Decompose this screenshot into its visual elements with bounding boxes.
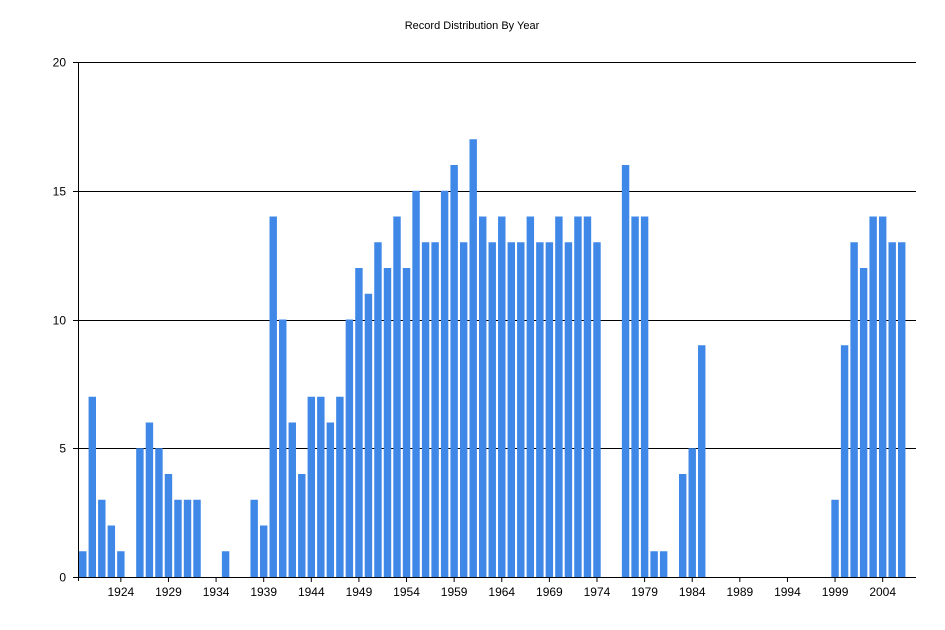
- x-tick-label: 1929: [155, 585, 182, 599]
- x-tick-label: 1954: [393, 585, 420, 599]
- bar: [431, 242, 439, 577]
- bar: [250, 499, 258, 577]
- bar: [640, 216, 649, 577]
- bar: [336, 396, 344, 577]
- bar: [469, 139, 477, 577]
- bar: [269, 216, 277, 577]
- bar: [79, 551, 87, 577]
- bar: [412, 190, 420, 577]
- bar: [831, 499, 839, 577]
- chart-title: Record Distribution By Year: [405, 20, 540, 32]
- bar: [888, 242, 896, 577]
- x-tick-label: 1984: [679, 585, 706, 599]
- bar: [326, 422, 335, 577]
- y-tick-label: 5: [59, 442, 66, 456]
- bar: [583, 216, 592, 577]
- bar: [298, 474, 306, 577]
- bar: [383, 268, 392, 577]
- bar: [678, 474, 687, 577]
- bar: [869, 216, 877, 577]
- bar: [279, 319, 287, 577]
- bar: [450, 165, 458, 577]
- x-tick-label: 1999: [822, 585, 849, 599]
- bar: [507, 242, 515, 577]
- y-tick-label: 20: [53, 56, 67, 70]
- x-tick-label: 1949: [346, 585, 373, 599]
- bar: [498, 216, 506, 577]
- bar: [564, 242, 573, 577]
- bar: [317, 396, 325, 577]
- bar: [440, 190, 449, 577]
- bar: [155, 448, 163, 577]
- x-tick-label: 1969: [536, 585, 563, 599]
- bar: [88, 396, 96, 577]
- bar: [288, 422, 296, 577]
- bar: [393, 216, 401, 577]
- x-tick-label: 1934: [203, 585, 230, 599]
- bar: [659, 551, 668, 577]
- bar: [402, 268, 411, 577]
- bar: [374, 242, 382, 577]
- bar: [688, 448, 696, 577]
- x-tick-label: 1994: [774, 585, 801, 599]
- x-tick-label: 2004: [869, 585, 896, 599]
- bar: [840, 345, 849, 577]
- x-tick-label: 1979: [631, 585, 658, 599]
- bar: [526, 216, 535, 577]
- x-tick-label: 1959: [441, 585, 468, 599]
- bar: [107, 525, 116, 577]
- bar: [459, 242, 468, 577]
- bar: [259, 525, 268, 577]
- x-tick-label: 1964: [488, 585, 515, 599]
- bar: [859, 268, 868, 577]
- bar: [174, 499, 182, 577]
- y-tick-label: 15: [53, 185, 67, 199]
- bar: [593, 242, 601, 577]
- bar: [698, 345, 706, 577]
- x-tick-label: 1989: [726, 585, 753, 599]
- bar: [517, 242, 525, 577]
- bar: [545, 242, 554, 577]
- bar: [98, 499, 106, 577]
- bar: [221, 551, 230, 577]
- bar: [193, 499, 201, 577]
- bar: [136, 448, 144, 577]
- x-tick-label: 1939: [250, 585, 277, 599]
- bar: [555, 216, 563, 577]
- bar: [183, 499, 192, 577]
- y-tick-label: 10: [53, 314, 67, 328]
- bar: [117, 551, 125, 577]
- bar: [536, 242, 544, 577]
- x-tick-label: 1924: [108, 585, 135, 599]
- bar: [631, 216, 639, 577]
- bar: [479, 216, 487, 577]
- bar: [364, 293, 373, 577]
- bar: [488, 242, 496, 577]
- bar: [850, 242, 858, 577]
- y-tick-label: 0: [59, 571, 66, 585]
- bar: [878, 216, 887, 577]
- bar: [164, 474, 173, 577]
- gridlines: [78, 62, 916, 449]
- x-tick-label: 1944: [298, 585, 325, 599]
- bar: [650, 551, 658, 577]
- bar: [621, 165, 630, 577]
- axes: [73, 62, 916, 582]
- x-tick-label: 1974: [584, 585, 611, 599]
- bar: [898, 242, 906, 577]
- bar: [355, 268, 363, 577]
- x-tick-labels: 1924 1929 1934 1939 1944 1949 1954 1959 1964 1969…: [108, 585, 897, 599]
- bars: [79, 139, 906, 577]
- bar: [307, 396, 316, 577]
- bar: [145, 422, 154, 577]
- y-tick-labels: 0 5 10 15 20: [53, 56, 67, 585]
- bar: [574, 216, 582, 577]
- bar: [421, 242, 430, 577]
- bar: [345, 319, 354, 577]
